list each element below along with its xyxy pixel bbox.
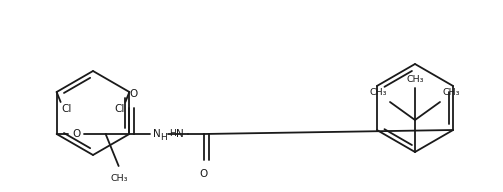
Text: O: O	[72, 129, 81, 139]
Text: Cl: Cl	[114, 104, 124, 114]
Text: N: N	[176, 129, 184, 139]
Text: CH₃: CH₃	[370, 88, 387, 97]
Text: H: H	[169, 129, 176, 138]
Text: N: N	[152, 129, 160, 139]
Text: H: H	[159, 132, 166, 142]
Text: O: O	[129, 89, 138, 99]
Text: CH₃: CH₃	[443, 88, 461, 97]
Text: Cl: Cl	[62, 104, 72, 114]
Text: O: O	[200, 169, 208, 179]
Text: CH₃: CH₃	[111, 174, 128, 183]
Text: CH₃: CH₃	[406, 75, 424, 84]
